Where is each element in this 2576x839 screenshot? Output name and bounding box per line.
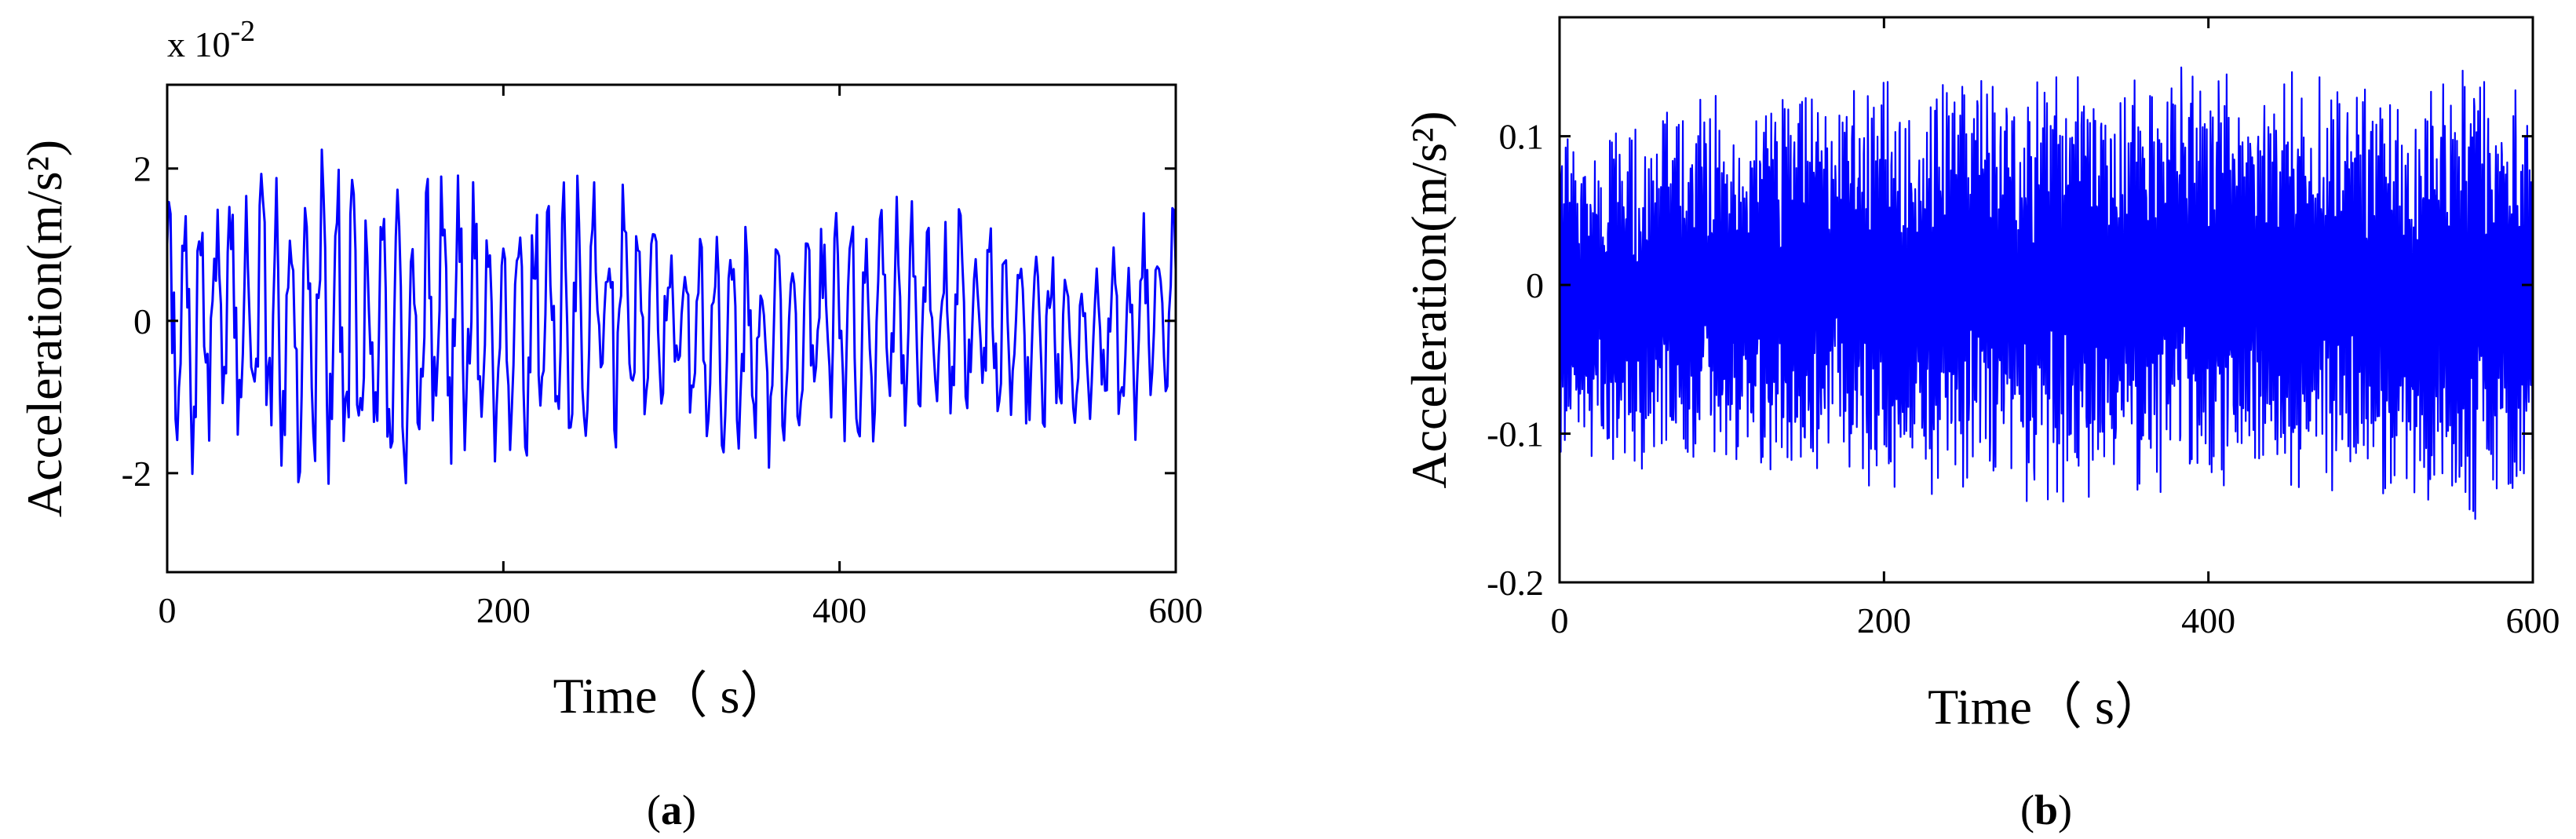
plot-frame	[1558, 16, 2534, 584]
y-scale-exponent: -2	[231, 15, 256, 48]
panel-caption: (b)	[2020, 786, 2072, 834]
x-tick-label: 200	[476, 590, 531, 630]
x-axis-label: Time（ s）	[553, 668, 790, 724]
series-line	[166, 148, 1177, 485]
y-tick-label: 0	[1526, 265, 1544, 305]
plot-frame	[166, 83, 1177, 574]
x-axis-label: Time（ s）	[1928, 679, 2165, 735]
y-scale-multiplier: x 10-2	[167, 15, 255, 64]
x-tick-label: 200	[1857, 600, 1911, 640]
y-tick-label: -2	[122, 454, 151, 494]
caption-letter: a	[661, 786, 682, 834]
caption-close-paren: )	[2058, 786, 2072, 834]
x-tick-label: 0	[159, 590, 177, 630]
x-tick-label: 600	[2506, 600, 2560, 640]
x-tick-label: 600	[1149, 590, 1203, 630]
caption-open-paren: (	[2020, 786, 2034, 834]
y-axis-label: Acceleration(m/s²)	[1401, 111, 1457, 488]
caption-close-paren: )	[682, 786, 696, 834]
panel-b: 0 200 400 600 -0.2 -0.1 0 0.1 Time（ s） Accelerati…	[1401, 16, 2560, 834]
y-tick-label: 2	[133, 149, 151, 189]
panel-caption: (a)	[647, 786, 696, 834]
y-tick-label: 0	[133, 301, 151, 341]
caption-letter: b	[2034, 786, 2058, 834]
y-tick-label: 0.1	[1499, 117, 1545, 157]
y-scale-base: x 10	[167, 24, 231, 64]
x-tick-label: 400	[2181, 600, 2235, 640]
x-tick-label: 0	[1551, 600, 1569, 640]
y-axis-label: Acceleration(m/s²)	[16, 140, 72, 517]
y-tick-label: -0.1	[1487, 414, 1544, 454]
x-tick-label: 400	[812, 590, 867, 630]
caption-open-paren: (	[647, 786, 661, 834]
series-line	[1559, 66, 2534, 520]
y-tick-label: -0.2	[1487, 563, 1544, 603]
